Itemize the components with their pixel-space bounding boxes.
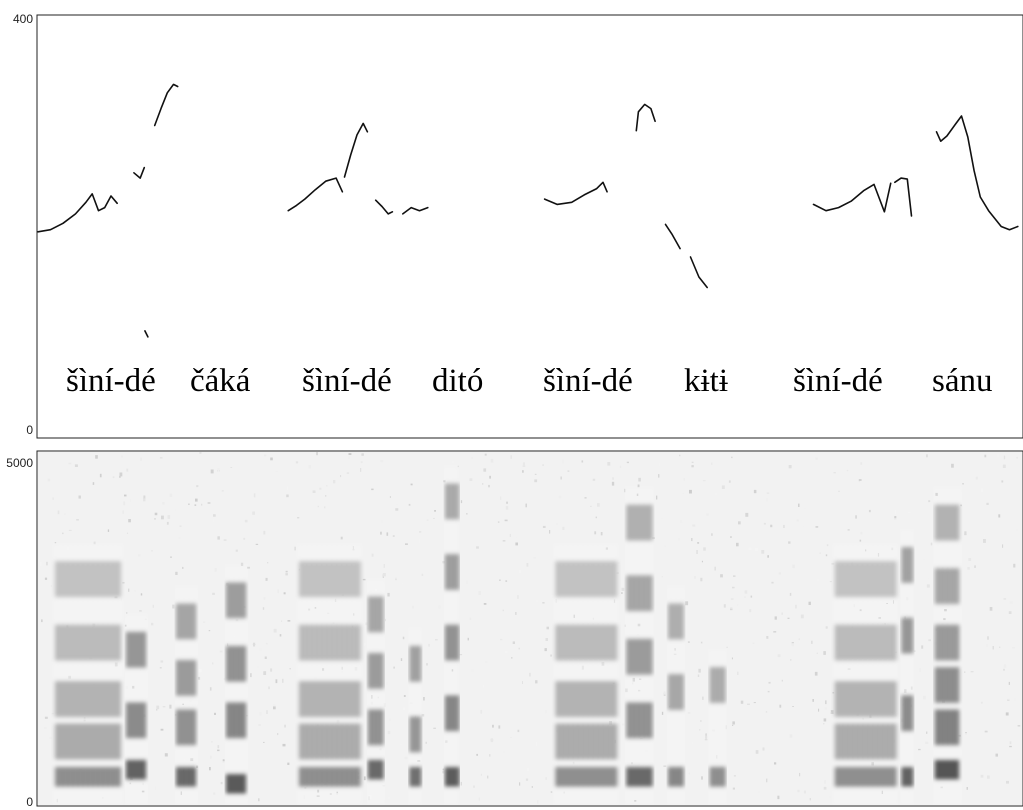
spectrogram-voiced-segment bbox=[667, 586, 685, 805]
pitch-track-plot bbox=[37, 83, 1019, 338]
spectrogram-ytick-max: 5000 bbox=[6, 456, 33, 470]
spectrogram-voiced-segment bbox=[298, 543, 362, 805]
pitch-segment bbox=[153, 83, 179, 127]
spectrogram-voiced-segment bbox=[409, 628, 422, 805]
pitch-segment bbox=[635, 103, 656, 132]
spectrogram-plot bbox=[38, 452, 1022, 805]
spectrogram-voiced-segment bbox=[901, 529, 914, 805]
pitch-segment bbox=[343, 122, 369, 178]
spectrogram-voiced-segment bbox=[555, 543, 618, 805]
spectrogram-voiced-segment bbox=[444, 466, 460, 805]
word-label: kɨtɨ bbox=[684, 363, 728, 399]
word-label: sánu bbox=[932, 363, 993, 399]
pitch-segment bbox=[133, 166, 146, 179]
spectrogram-voiced-segment bbox=[175, 586, 198, 805]
spectrogram-voiced-segment bbox=[225, 565, 248, 805]
pitch-ytick-max: 400 bbox=[13, 12, 33, 26]
word-label: čáká bbox=[190, 363, 251, 399]
pitch-segment bbox=[935, 115, 1019, 231]
spectrogram-voiced-segment bbox=[934, 487, 961, 805]
pitch-segment bbox=[37, 193, 118, 233]
word-label: ditó bbox=[432, 363, 483, 399]
pitch-segment bbox=[402, 206, 429, 215]
spectrogram-voiced-segment bbox=[54, 543, 122, 805]
word-label: šìní-dé bbox=[543, 363, 633, 399]
pitch-segment bbox=[543, 181, 608, 206]
spectrogram-voiced-segment bbox=[709, 649, 726, 805]
spectrogram-frame bbox=[36, 450, 1023, 807]
pitch-ytick-min: 0 bbox=[26, 423, 33, 437]
pitch-segment bbox=[664, 223, 681, 250]
pitch-segment bbox=[374, 199, 394, 215]
spectrogram-voiced-segment bbox=[125, 614, 148, 805]
spectrogram-voiced-segment bbox=[625, 487, 653, 805]
pitch-segment bbox=[812, 182, 892, 213]
word-label: šìní-dé bbox=[793, 363, 883, 399]
pitch-segment bbox=[894, 177, 913, 217]
word-label: šìní-dé bbox=[302, 363, 392, 399]
spectrogram-ytick-min: 0 bbox=[26, 795, 33, 809]
word-label: šìní-dé bbox=[66, 363, 156, 399]
pitch-segment bbox=[689, 256, 708, 289]
spectrogram-voiced-segment bbox=[367, 579, 385, 805]
pitch-segment bbox=[287, 177, 344, 212]
pitch-segment bbox=[144, 330, 149, 338]
pitch-frame bbox=[36, 14, 1023, 439]
spectrogram-voiced-segment bbox=[834, 543, 897, 805]
